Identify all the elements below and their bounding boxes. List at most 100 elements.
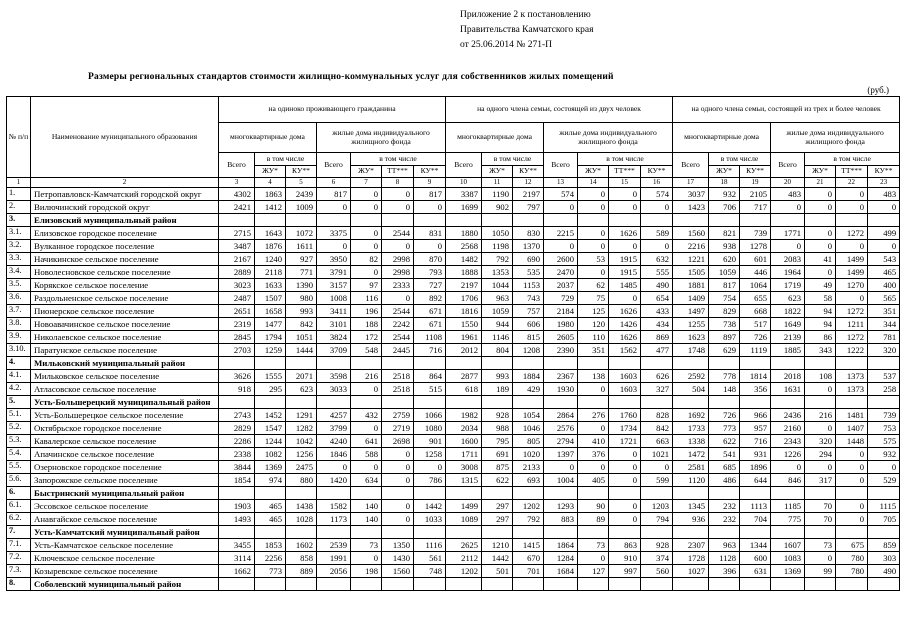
section-row: 5. Усть-Большерецкий муниципальный район (6, 395, 901, 409)
value-cell: 701 (512, 564, 545, 578)
value-cell: 351 (577, 343, 610, 357)
value-cell: 1733 (672, 421, 710, 435)
value-cell: 2215 (543, 226, 579, 240)
value-cell (608, 525, 642, 539)
value-cell: 0 (381, 291, 414, 305)
value-cell: 433 (640, 304, 674, 318)
col-number: 3 (218, 177, 255, 188)
value-cell: 0 (804, 265, 837, 279)
value-cell: 589 (640, 226, 674, 240)
value-cell: 548 (350, 343, 382, 357)
col-number: 9 (412, 177, 447, 188)
value-cell: 73 (577, 538, 610, 552)
municipality-name: Апачинское сельское поселение (30, 447, 219, 461)
value-cell: 980 (285, 291, 317, 305)
value-cell: 140 (350, 499, 382, 513)
value-cell: 1497 (672, 304, 710, 318)
value-cell: 1021 (640, 447, 674, 461)
value-cell: 2160 (770, 421, 806, 435)
value-cell (350, 486, 382, 500)
value-cell: 1721 (608, 434, 642, 448)
value-cell: 0 (350, 421, 382, 435)
value-cell: 706 (708, 200, 741, 214)
value-cell: 0 (804, 239, 837, 253)
value-cell: 297 (481, 512, 514, 526)
row-number: 3.3. (6, 252, 31, 266)
table-row: 5.5. Озерновское городское поселение 3844 1… (6, 460, 901, 474)
value-cell: 327 (640, 382, 674, 396)
value-cell (412, 213, 447, 227)
value-cell: 2544 (381, 226, 414, 240)
value-cell: 902 (481, 200, 514, 214)
value-cell: 869 (640, 330, 674, 344)
value-cell: 2139 (770, 330, 806, 344)
value-cell (285, 525, 317, 539)
value-cell: 1631 (770, 382, 806, 396)
col-subheader-ind: жилые дома индивидуального жилищного фон… (543, 122, 674, 153)
table-row: 7.1. Усть-Камчатское сельское поселение 34… (6, 538, 901, 552)
value-cell: 1426 (608, 317, 642, 331)
value-cell: 2743 (218, 408, 255, 422)
value-cell: 846 (770, 473, 806, 487)
value-cell: 863 (608, 538, 642, 552)
value-cell: 0 (608, 200, 642, 214)
value-cell: 0 (577, 187, 610, 201)
value-cell: 716 (739, 434, 772, 448)
value-cell: 0 (350, 265, 382, 279)
table-row: 5.4. Апачинское сельское поселение 2338 108… (6, 447, 901, 461)
value-cell (577, 577, 610, 591)
col-header-ku: КУ** (285, 165, 317, 178)
value-cell: 2703 (218, 343, 255, 357)
value-cell: 75 (577, 291, 610, 305)
value-cell: 1699 (445, 200, 483, 214)
col-group-header: на одиноко проживающего гражданина (217, 96, 447, 123)
value-cell (708, 525, 741, 539)
value-cell: 2197 (445, 278, 483, 292)
value-cell: 1397 (543, 447, 579, 461)
value-cell: 757 (512, 304, 545, 318)
value-cell: 880 (285, 473, 317, 487)
value-cell: 1120 (672, 473, 710, 487)
value-cell: 2568 (445, 239, 483, 253)
value-cell: 1493 (218, 512, 255, 526)
value-cell: 0 (543, 200, 579, 214)
value-cell: 1315 (445, 473, 483, 487)
municipality-name: Николаевское сельское поселение (30, 330, 219, 344)
value-cell: 555 (640, 265, 674, 279)
value-cell: 795 (481, 434, 514, 448)
value-cell: 1915 (608, 265, 642, 279)
value-cell: 629 (708, 343, 741, 357)
value-cell: 172 (350, 330, 382, 344)
value-cell: 198 (350, 564, 382, 578)
table-row: 3.5. Корякское сельское поселение 3023 1633… (6, 278, 901, 292)
value-cell: 1961 (445, 330, 483, 344)
value-cell: 1116 (412, 538, 447, 552)
col-number: 11 (481, 177, 514, 188)
col-header-including: в том числе (349, 152, 447, 166)
value-cell: 2112 (445, 551, 483, 565)
value-cell: 2600 (543, 252, 579, 266)
value-cell (350, 213, 382, 227)
value-cell: 89 (577, 512, 610, 526)
value-cell: 2197 (512, 187, 545, 201)
col-number: 6 (316, 177, 351, 188)
value-cell: 1822 (770, 304, 806, 318)
value-cell: 901 (412, 434, 447, 448)
table-row: 2. Вилючинский городской округ 2421 1412 100… (6, 200, 901, 214)
value-cell (481, 577, 514, 591)
value-cell: 1485 (608, 278, 642, 292)
row-number: 5.4. (6, 447, 31, 461)
row-number: 3.2. (6, 239, 31, 253)
value-cell: 1198 (481, 239, 514, 253)
col-number: 23 (867, 177, 901, 188)
value-cell: 794 (640, 512, 674, 526)
row-number: 6. (6, 486, 31, 500)
value-cell (770, 525, 806, 539)
value-cell (640, 525, 674, 539)
value-cell (481, 356, 514, 370)
value-cell: 1353 (481, 265, 514, 279)
value-cell: 1059 (481, 304, 514, 318)
value-cell: 1008 (316, 291, 351, 305)
value-cell (739, 356, 772, 370)
row-number: 5.3. (6, 434, 31, 448)
